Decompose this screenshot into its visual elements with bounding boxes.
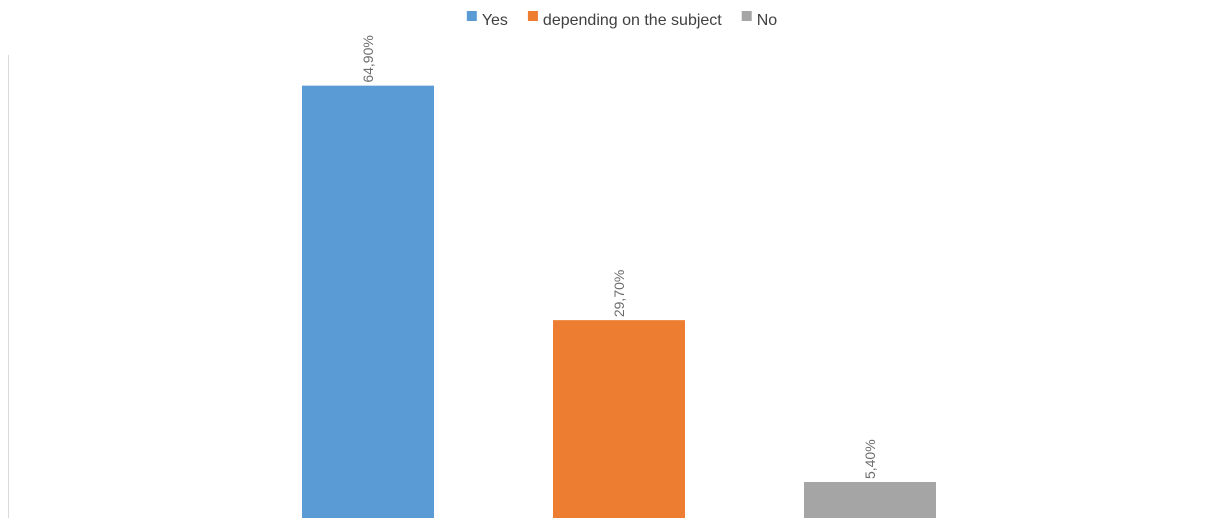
legend-label: No — [757, 12, 778, 29]
bar-no — [804, 482, 936, 518]
legend-item-depending-on-the-subject: depending on the subject — [527, 11, 722, 29]
data-labels-group: 64,90% 29,70% 5,40% — [360, 35, 878, 479]
data-label-depending-on-the-subject: 29,70% — [611, 270, 627, 317]
legend: Yes depending on the subject No — [466, 11, 778, 29]
bar-depending-on-the-subject — [553, 320, 685, 518]
bars-group — [302, 85, 936, 519]
data-label-yes: 64,90% — [360, 35, 376, 82]
legend-label: Yes — [482, 12, 508, 29]
legend-item-yes: Yes — [466, 11, 508, 29]
legend-item-no: No — [741, 11, 778, 29]
data-label-no: 5,40% — [862, 439, 878, 479]
legend-swatch — [466, 11, 477, 21]
bar-yes — [302, 85, 434, 519]
legend-label: depending on the subject — [543, 12, 722, 29]
legend-swatch — [527, 11, 538, 21]
legend-swatch — [741, 11, 752, 21]
